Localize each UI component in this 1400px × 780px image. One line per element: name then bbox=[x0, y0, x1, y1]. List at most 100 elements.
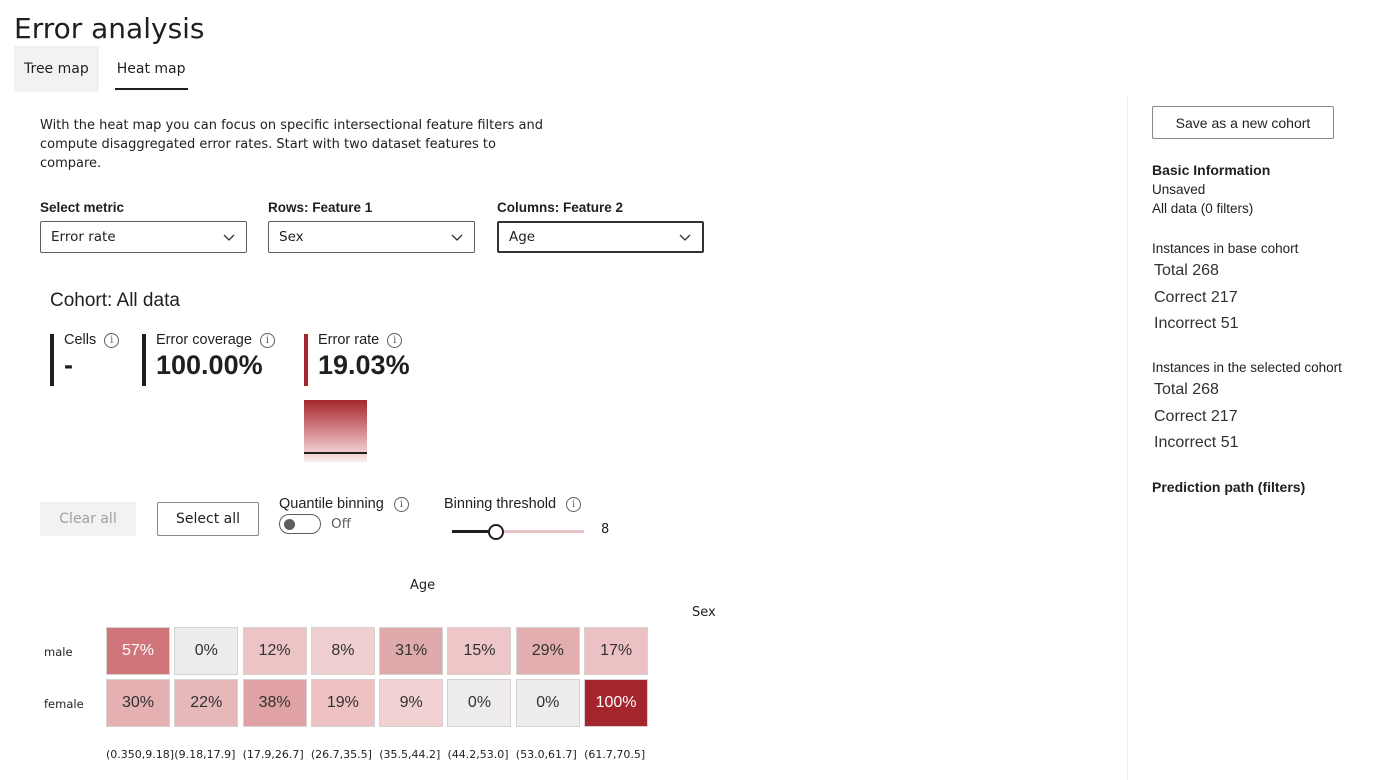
cohort-filters: All data (0 filters) bbox=[1152, 201, 1254, 216]
columns-feature-dropdown[interactable]: Age bbox=[497, 221, 704, 253]
binning-threshold-control: Binning threshold i 8 bbox=[444, 496, 609, 540]
chevron-down-icon bbox=[223, 234, 235, 241]
heatmap-cell[interactable]: 22% bbox=[174, 679, 239, 727]
tab-heat-map[interactable]: Heat map bbox=[107, 46, 196, 92]
selected-total: Total 268 bbox=[1154, 381, 1219, 398]
rows-feature-label: Rows: Feature 1 bbox=[268, 200, 373, 215]
heatmap-cell[interactable]: 17% bbox=[584, 627, 649, 675]
page-title: Error analysis bbox=[14, 12, 205, 45]
heatmap-cell[interactable]: 12% bbox=[242, 627, 307, 675]
prediction-path-heading: Prediction path (filters) bbox=[1152, 479, 1306, 495]
selected-correct: Correct 217 bbox=[1154, 408, 1238, 425]
heatmap-cell[interactable]: 19% bbox=[310, 679, 375, 727]
chevron-down-icon bbox=[679, 234, 691, 241]
heatmap-cell[interactable]: 0% bbox=[174, 627, 239, 675]
heatmap-cell[interactable]: 29% bbox=[515, 627, 580, 675]
binning-threshold-slider[interactable] bbox=[452, 524, 584, 540]
info-icon[interactable]: i bbox=[259, 332, 275, 348]
heatmap-grid: 57% 0% 12% 8% 31% 15% 29% 17% 30% 22% 38% 19% 9% 0% 0%… bbox=[106, 627, 652, 731]
row-axis-title: Sex bbox=[692, 605, 716, 620]
intro-text: With the heat map you can focus on speci… bbox=[40, 118, 543, 171]
select-metric-label: Select metric bbox=[40, 200, 125, 215]
heatmap-cell[interactable]: 38% bbox=[242, 679, 307, 727]
chevron-down-icon bbox=[451, 234, 463, 241]
error-rate-color-legend bbox=[304, 400, 367, 462]
tab-tree-map[interactable]: Tree map bbox=[14, 46, 99, 92]
heatmap-cell[interactable]: 0% bbox=[447, 679, 512, 727]
columns-feature-group: Columns: Feature 2 Age bbox=[497, 200, 704, 253]
info-icon[interactable]: i bbox=[393, 496, 409, 512]
rows-feature-value: Sex bbox=[279, 229, 304, 245]
metric-bar bbox=[304, 334, 308, 386]
column-label: (35.5,44.2] bbox=[379, 748, 441, 761]
error-rate-metric: Error rate i 19.03% bbox=[304, 332, 410, 386]
basic-info-heading: Basic Information bbox=[1152, 162, 1271, 178]
heatmap-cell[interactable]: 8% bbox=[310, 627, 375, 675]
column-label: (17.9,26.7] bbox=[242, 748, 304, 761]
error-rate-label: Error rate bbox=[318, 332, 380, 348]
binning-threshold-value: 8 bbox=[601, 522, 610, 537]
heatmap-cell[interactable]: 0% bbox=[515, 679, 580, 727]
error-coverage-value: 100.00% bbox=[156, 350, 263, 380]
quantile-binning-control: Quantile binning i Off bbox=[279, 496, 409, 534]
quantile-binning-state: Off bbox=[331, 516, 351, 532]
base-correct: Correct 217 bbox=[1154, 289, 1238, 306]
column-axis-title: Age bbox=[410, 578, 436, 593]
heatmap-cell[interactable]: 31% bbox=[379, 627, 444, 675]
info-icon[interactable]: i bbox=[387, 332, 403, 348]
metric-bar bbox=[50, 334, 54, 386]
info-icon[interactable]: i bbox=[104, 332, 120, 348]
column-label: (9.18,17.9] bbox=[174, 748, 236, 761]
error-coverage-label: Error coverage bbox=[156, 332, 252, 348]
toggle-knob bbox=[284, 519, 295, 530]
column-label: (26.7,35.5] bbox=[310, 748, 372, 761]
metric-bar bbox=[142, 334, 146, 386]
column-label: (53.0,61.7] bbox=[515, 748, 577, 761]
cohort-title: Cohort: All data bbox=[50, 290, 180, 311]
quantile-binning-label: Quantile binning bbox=[279, 496, 384, 512]
column-label: (0.350,9.18] bbox=[106, 748, 175, 761]
cells-label: Cells bbox=[64, 332, 97, 348]
binning-threshold-label: Binning threshold bbox=[444, 496, 557, 512]
heatmap-cell[interactable]: 100% bbox=[584, 679, 649, 727]
legend-marker bbox=[304, 452, 367, 454]
heatmap-cell[interactable]: 57% bbox=[106, 627, 170, 675]
base-total: Total 268 bbox=[1154, 262, 1219, 279]
column-labels: (0.350,9.18] (9.18,17.9] (17.9,26.7] (26.7,… bbox=[106, 748, 652, 761]
column-label: (61.7,70.5] bbox=[584, 748, 646, 761]
column-label: (44.2,53.0] bbox=[447, 748, 509, 761]
cells-metric: Cells i - bbox=[50, 332, 120, 386]
cohort-name: Unsaved bbox=[1152, 182, 1206, 197]
select-metric-group: Select metric Error rate bbox=[40, 200, 247, 253]
heatmap-cell[interactable]: 15% bbox=[447, 627, 512, 675]
selected-incorrect: Incorrect 51 bbox=[1154, 434, 1239, 451]
slider-thumb[interactable] bbox=[487, 524, 504, 540]
panel-divider bbox=[1127, 96, 1128, 780]
heatmap-cell[interactable]: 9% bbox=[379, 679, 444, 727]
slider-track bbox=[452, 530, 584, 533]
cells-value: - bbox=[64, 350, 73, 380]
error-rate-value: 19.03% bbox=[318, 350, 410, 380]
info-icon[interactable]: i bbox=[566, 496, 582, 512]
rows-feature-group: Rows: Feature 1 Sex bbox=[268, 200, 475, 253]
heatmap-row: 30% 22% 38% 19% 9% 0% 0% 100% bbox=[106, 679, 652, 731]
heatmap-row: 57% 0% 12% 8% 31% 15% 29% 17% bbox=[106, 627, 652, 679]
quantile-binning-toggle[interactable] bbox=[279, 514, 321, 534]
error-coverage-metric: Error coverage i 100.00% bbox=[142, 332, 275, 386]
columns-feature-label: Columns: Feature 2 bbox=[497, 200, 624, 215]
rows-feature-dropdown[interactable]: Sex bbox=[268, 221, 475, 253]
select-metric-dropdown[interactable]: Error rate bbox=[40, 221, 247, 253]
clear-all-button[interactable]: Clear all bbox=[40, 502, 136, 536]
select-metric-value: Error rate bbox=[51, 229, 116, 245]
slider-fill bbox=[452, 530, 496, 533]
base-cohort-heading: Instances in base cohort bbox=[1152, 241, 1299, 256]
row-label-male: male bbox=[44, 645, 73, 659]
tab-bar: Tree map Heat map bbox=[14, 46, 196, 94]
row-label-female: female bbox=[44, 697, 84, 711]
selected-cohort-heading: Instances in the selected cohort bbox=[1152, 360, 1342, 375]
heatmap-cell[interactable]: 30% bbox=[106, 679, 170, 727]
base-incorrect: Incorrect 51 bbox=[1154, 315, 1239, 332]
columns-feature-value: Age bbox=[509, 229, 536, 245]
select-all-button[interactable]: Select all bbox=[157, 502, 259, 536]
save-cohort-button[interactable]: Save as a new cohort bbox=[1152, 106, 1334, 139]
